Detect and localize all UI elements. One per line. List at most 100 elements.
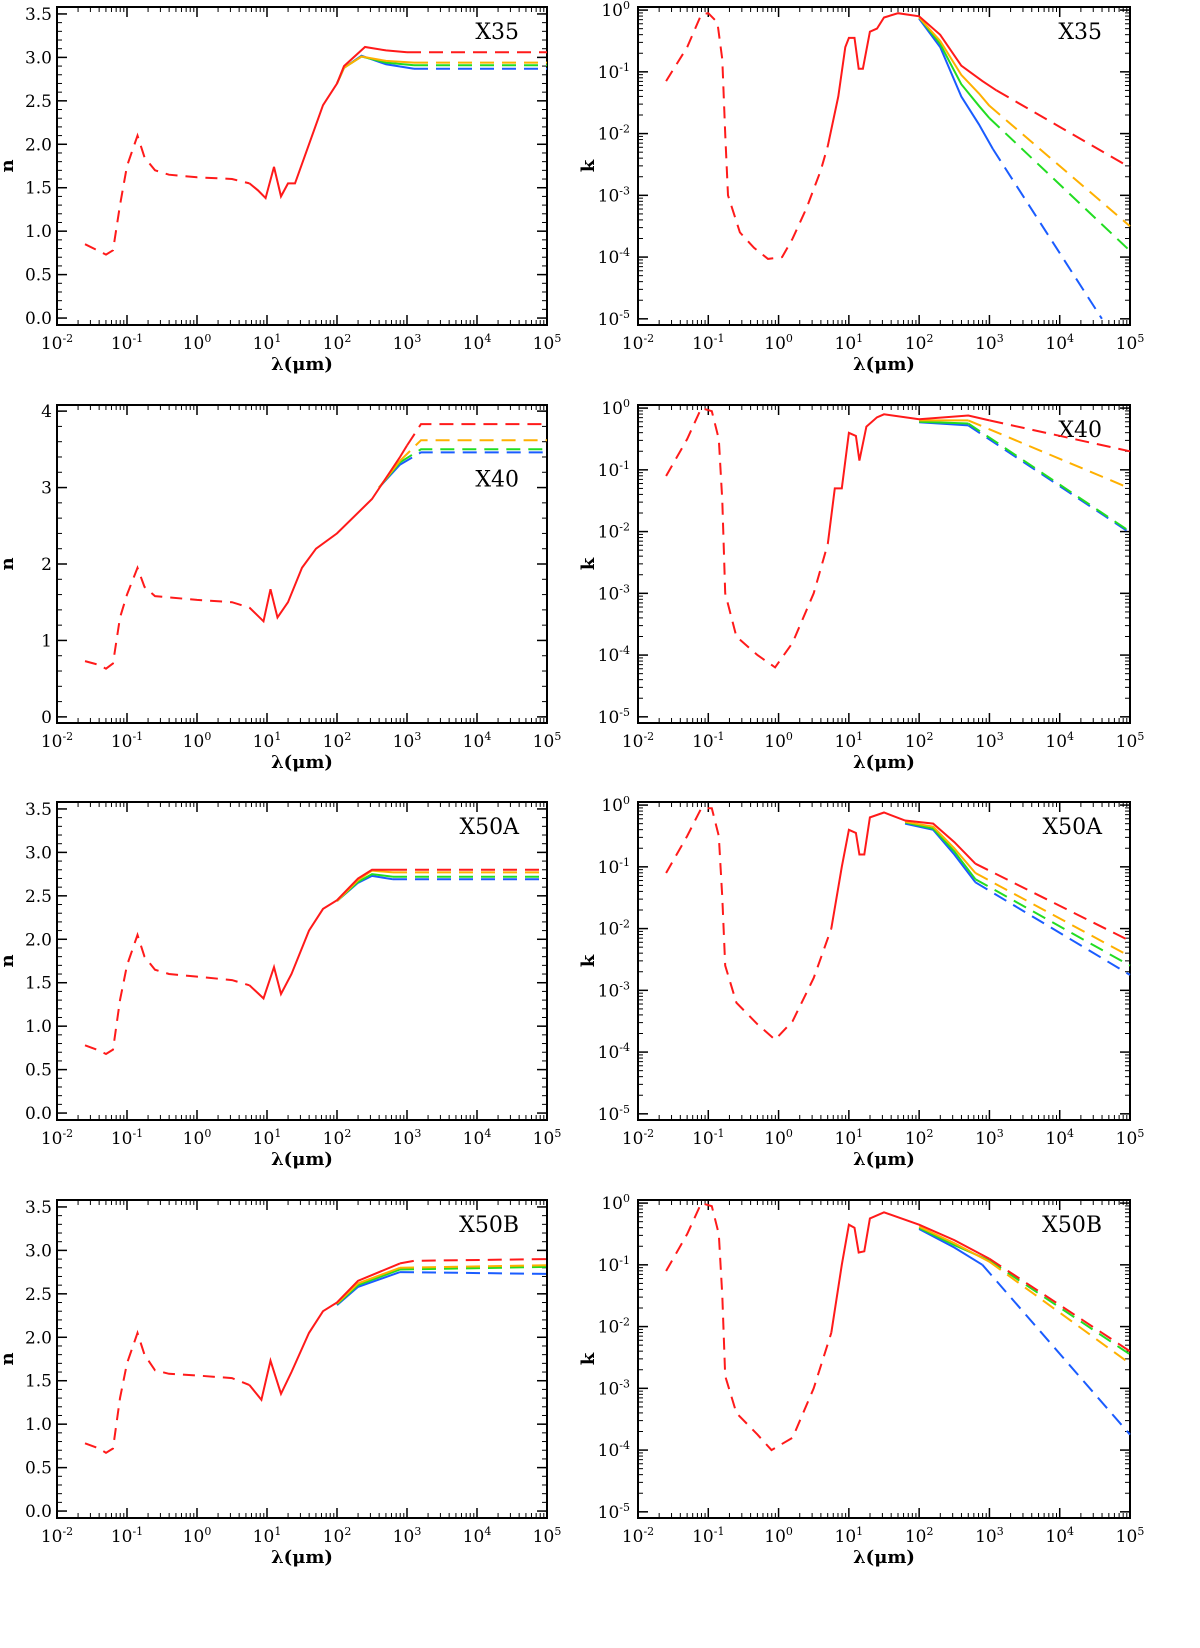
x-tick-label: 100 <box>183 730 212 752</box>
x-tick-label: 103 <box>393 730 422 752</box>
x-tick-label: 105 <box>533 730 562 752</box>
series-green-solid-line <box>904 821 977 880</box>
series-red-dashed-line <box>84 564 250 670</box>
series-red-extrapolation-line <box>406 423 547 447</box>
x-tick-label: 104 <box>1045 730 1074 752</box>
y-tick-label: 2.5 <box>25 92 52 112</box>
series-blue-solid-line <box>918 1228 983 1266</box>
series-orange-extrapolation-line <box>399 1264 548 1269</box>
plot-frame <box>637 404 1131 724</box>
series-red-solid-line <box>830 1211 990 1333</box>
x-tick-label: 10-2 <box>41 1525 73 1547</box>
series-blue-extrapolation-line <box>992 148 1103 320</box>
y-tick-label: 100 <box>601 794 630 816</box>
x-tick-label: 105 <box>533 1127 562 1149</box>
x-tick-label: 102 <box>323 1127 352 1149</box>
y-tick-label: 10-2 <box>598 918 630 940</box>
x-tick-label: 101 <box>253 730 282 752</box>
y-tick-label: 3.5 <box>25 800 52 820</box>
series-red-extrapolation-line <box>995 89 1131 169</box>
plot-frame <box>637 801 1131 1121</box>
y-tick-label: 4 <box>41 402 52 422</box>
x-tick-label: 10-1 <box>111 1525 143 1547</box>
y-tick-label: 2.0 <box>25 135 52 155</box>
series-blue-extrapolation-line <box>399 451 547 466</box>
series-green-extrapolation-line <box>967 422 1131 533</box>
panel-x50b-k: 10-2 10-1 100 101 102 103 104 105 λ(μm) k 100 10-1 1… <box>578 1192 1144 1568</box>
x-axis-label: λ(μm) <box>271 354 333 375</box>
panel-x50b-n: 10-2 10-1 100 101 102 103 104 105 λ(μm) n 0.0 0.5 1.… <box>0 1198 561 1568</box>
y-tick-label: 10-5 <box>598 706 630 728</box>
x-tick-label: 101 <box>835 1525 864 1547</box>
series-blue-extrapolation-line <box>974 881 1131 976</box>
x-axis-label: λ(μm) <box>271 752 333 773</box>
y-tick-label: 10-1 <box>598 459 630 481</box>
y-tick-label: 0 <box>41 708 52 728</box>
y-tick-label: 10-1 <box>598 856 630 878</box>
series-red-extrapolation-line <box>399 1258 548 1265</box>
series-orange-solid-line <box>918 1225 990 1263</box>
panel-label: X50B <box>1042 1213 1102 1238</box>
x-axis-label: λ(μm) <box>853 1547 915 1568</box>
panel-x35-n: 10-2 10-1 100 101 102 103 104 105 λ(μm) n 0.0 0.5 1.… <box>0 5 561 375</box>
y-axis-label: k <box>578 954 599 967</box>
panel-label: X35 <box>1058 20 1102 45</box>
y-tick-label: 10-2 <box>598 521 630 543</box>
series-red-solid-line <box>248 868 393 1001</box>
y-axis-label: n <box>0 159 18 172</box>
series-green-extrapolation-line <box>988 1259 1131 1356</box>
x-tick-label: 104 <box>463 332 492 354</box>
x-tick-label: 101 <box>253 332 282 354</box>
x-tick-label: 10-2 <box>622 332 654 354</box>
x-tick-label: 10-1 <box>111 332 143 354</box>
x-tick-label: 101 <box>253 1525 282 1547</box>
y-tick-label: 0.5 <box>25 1459 52 1479</box>
y-tick-label: 0.0 <box>25 1502 52 1522</box>
x-tick-label: 104 <box>463 1127 492 1149</box>
y-tick-label: 10-4 <box>598 1439 630 1461</box>
y-tick-label: 10-1 <box>598 61 630 83</box>
plot-frame <box>56 6 548 326</box>
x-tick-label: 103 <box>393 1127 422 1149</box>
y-tick-label: 10-4 <box>598 246 630 268</box>
x-tick-label: 100 <box>764 730 793 752</box>
series-red-solid-line <box>830 811 977 929</box>
y-axis-label: k <box>578 1352 599 1365</box>
y-tick-label: 0.5 <box>25 1061 52 1081</box>
series-red-dashed-line <box>665 406 829 669</box>
y-tick-label: 1 <box>41 631 52 651</box>
y-axis-label: k <box>578 557 599 570</box>
x-tick-label: 10-1 <box>692 332 724 354</box>
series-red-dashed-line <box>84 132 250 256</box>
x-tick-label: 105 <box>1116 1127 1145 1149</box>
x-tick-label: 101 <box>253 1127 282 1149</box>
y-tick-label: 10-2 <box>598 1316 630 1338</box>
y-tick-label: 10-3 <box>598 979 630 1001</box>
x-tick-label: 104 <box>1045 1525 1074 1547</box>
plot-frame <box>56 1199 548 1519</box>
x-tick-label: 10-1 <box>692 730 724 752</box>
y-axis-label: n <box>0 557 18 570</box>
x-tick-label: 103 <box>393 332 422 354</box>
y-tick-label: 3 <box>41 479 52 499</box>
x-tick-label: 10-2 <box>41 730 73 752</box>
series-blue-solid-line <box>336 874 394 902</box>
y-tick-label: 1.5 <box>25 179 52 199</box>
series-red-extrapolation-line <box>974 862 1131 942</box>
series-red-dashed-line <box>665 1201 833 1452</box>
x-tick-label: 100 <box>764 1525 793 1547</box>
series-orange-solid-line <box>918 16 991 107</box>
series-blue-solid-line <box>904 822 977 883</box>
x-tick-label: 105 <box>533 1525 562 1547</box>
series-red-solid-line <box>826 12 998 147</box>
series-red-extrapolation-line <box>988 1257 1131 1353</box>
x-tick-label: 102 <box>323 1525 352 1547</box>
x-tick-label: 10-1 <box>692 1127 724 1149</box>
x-axis-label: λ(μm) <box>271 1547 333 1568</box>
y-tick-label: 1.0 <box>25 1415 52 1435</box>
x-tick-label: 102 <box>323 730 352 752</box>
y-tick-label: 0.5 <box>25 266 52 286</box>
x-tick-label: 105 <box>1116 1525 1145 1547</box>
x-tick-label: 100 <box>183 332 212 354</box>
